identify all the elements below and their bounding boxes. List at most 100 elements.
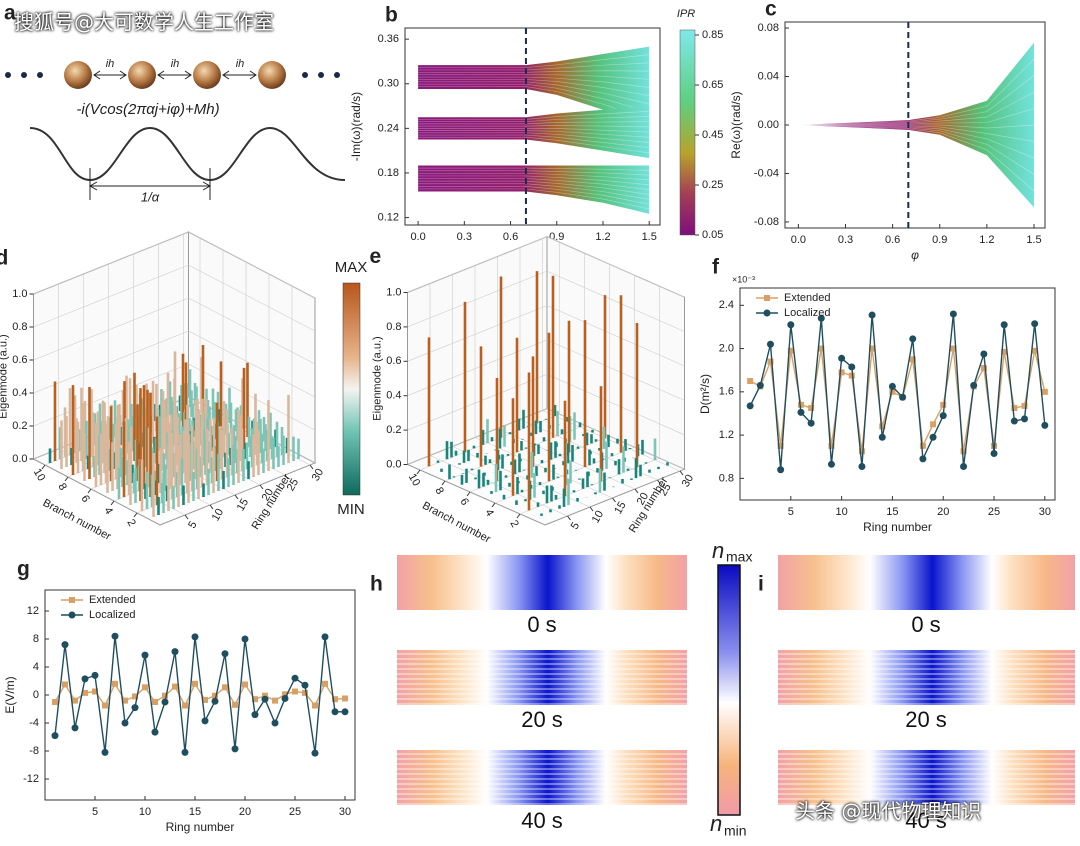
y-axis-label: D(m²/s)	[698, 374, 712, 414]
y-tick-label: 2.4	[719, 299, 734, 311]
ring-tick	[184, 514, 189, 520]
band-texture	[418, 183, 650, 200]
ring-tick-label: 15	[612, 500, 629, 517]
point	[940, 401, 947, 408]
time-label: 40 s	[905, 808, 947, 833]
x-tick-label: 30	[339, 806, 351, 818]
ring-tick-label: 10	[210, 507, 227, 524]
y-tick-label: 0.08	[758, 22, 779, 34]
band-texture	[418, 125, 650, 128]
ring-tick	[284, 474, 289, 480]
point	[767, 358, 774, 365]
ring-tick-label: 5	[186, 519, 199, 530]
point	[919, 455, 927, 463]
colorbar-max: MAX	[335, 259, 368, 276]
point	[341, 708, 349, 716]
y-tick-label: 0.30	[378, 78, 399, 90]
z-axis-label: Eigenmode (a.u.)	[0, 334, 9, 418]
branch-tick-label: 6	[457, 496, 470, 507]
x-tick-label: 20	[239, 806, 251, 818]
point	[746, 402, 754, 410]
point	[92, 688, 98, 695]
point	[81, 675, 89, 683]
point	[251, 711, 259, 719]
x-tick-label: 1.2	[595, 231, 610, 243]
time-label: 40 s	[521, 808, 563, 833]
point	[980, 350, 988, 358]
grid-line-3d	[444, 424, 585, 482]
legend-label: Extended	[784, 292, 830, 304]
grid-line-3d	[546, 305, 685, 367]
point	[949, 310, 957, 318]
panel-label: a	[4, 2, 16, 25]
point	[848, 363, 856, 371]
grid-line-3d	[546, 270, 685, 332]
grid-line-3d	[33, 363, 189, 427]
ring-tick-label: 30	[310, 467, 327, 484]
ring-tick	[567, 515, 571, 521]
branch-tick-label: 8	[55, 481, 68, 492]
point	[1021, 402, 1028, 409]
branch-tick-label: 4	[101, 505, 114, 516]
period-arrow	[88, 168, 212, 200]
point	[777, 466, 785, 474]
y-tick-label: -0.08	[754, 216, 779, 228]
band-texture	[798, 58, 1035, 126]
point	[777, 442, 784, 449]
y-tick-label: -12	[23, 773, 39, 785]
x-tick-label: 1.5	[1026, 234, 1041, 246]
grid-line-3d	[407, 270, 548, 328]
point	[797, 401, 804, 408]
point	[112, 680, 118, 687]
band-texture	[418, 185, 650, 205]
ring-tick	[657, 479, 661, 485]
panel-label: g	[17, 558, 30, 581]
colorbar-min: MIN	[337, 501, 365, 518]
n-colorbar	[717, 564, 741, 816]
branch-tick	[110, 500, 115, 506]
point	[142, 684, 148, 691]
point	[122, 697, 128, 704]
point	[222, 684, 228, 691]
nmax-base: n	[712, 538, 724, 563]
point	[291, 674, 299, 682]
point	[1010, 417, 1018, 425]
y-tick-label: 8	[33, 633, 39, 645]
band-texture	[418, 76, 650, 88]
point	[211, 697, 219, 705]
panel-label: d	[0, 247, 8, 270]
field-strip	[397, 750, 687, 805]
z-tick-label: 0.8	[12, 321, 27, 333]
x-tick-label: 20	[937, 506, 949, 518]
ring-tick	[259, 484, 264, 490]
y-tick-label: 12	[27, 605, 39, 617]
grid-line-3d	[188, 330, 316, 398]
band-texture	[798, 124, 1035, 192]
field-strip	[778, 555, 1075, 610]
legend-marker	[69, 597, 75, 603]
point	[191, 633, 199, 641]
point	[321, 633, 329, 641]
colorbar-tick-label: 0.85	[702, 29, 723, 41]
colorbar-tick-label: 0.25	[702, 179, 723, 191]
band-texture	[798, 108, 1035, 126]
branch-tick	[516, 513, 521, 519]
grid-line-3d	[407, 374, 548, 431]
nmax-sub: max	[726, 549, 752, 565]
point	[232, 701, 238, 708]
ring-tick-label: 20	[635, 491, 652, 508]
field-strip	[778, 750, 1075, 805]
y-axis-label: E(V/m)	[3, 676, 17, 713]
z-tick-label: 0.6	[12, 354, 27, 366]
ring-tick	[612, 497, 616, 503]
period-label: 1/α	[141, 189, 160, 204]
point	[1011, 405, 1018, 412]
point	[302, 689, 308, 696]
panel-label: f	[712, 256, 720, 279]
point	[281, 695, 289, 702]
eigen-band	[418, 46, 650, 129]
point	[970, 381, 978, 389]
band-texture	[418, 134, 650, 149]
legend-marker	[764, 295, 770, 301]
point	[71, 724, 79, 732]
